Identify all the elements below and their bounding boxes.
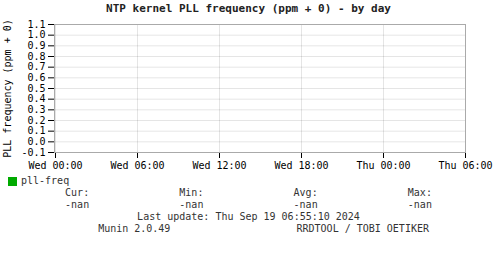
html-text:pll-freq: pll-freq (21, 175, 70, 186)
svg-text:Wed 12:00: Wed 12:00 (192, 160, 246, 171)
svg-text:Wed 00:00: Wed 00:00 (28, 160, 82, 171)
svg-text:0.0: 0.0 (27, 136, 45, 147)
html-text:-nan: -nan (179, 199, 204, 210)
svg-text:0.9: 0.9 (27, 40, 45, 51)
svg-text:1.0: 1.0 (27, 29, 45, 40)
svg-text:PLL frequency (ppm + 0): PLL frequency (ppm + 0) (2, 19, 13, 157)
html-text:Last update: Thu Sep 19 06:55:: Last update: Thu Sep 19 06:55:10 2024 (137, 211, 360, 222)
html-text:Cur:: Cur: (65, 187, 90, 198)
svg-text:0.6: 0.6 (27, 72, 45, 83)
html-text:Avg:: Avg: (293, 187, 318, 198)
svg-text:0.3: 0.3 (27, 104, 45, 115)
svg-text:0.7: 0.7 (27, 61, 45, 72)
html-text:RRDTOOL / TOBI OETIKER: RRDTOOL / TOBI OETIKER (296, 223, 429, 234)
html-text:-nan: -nan (407, 199, 432, 210)
html-text:Munin 2.0.49: Munin 2.0.49 (98, 223, 171, 234)
svg-text:Thu 06:00: Thu 06:00 (438, 160, 492, 171)
svg-text:0.2: 0.2 (27, 115, 45, 126)
svg-text:Wed 18:00: Wed 18:00 (274, 160, 328, 171)
svg-text:-0.1: -0.1 (21, 147, 45, 158)
html-text:Min:: Min: (179, 187, 204, 198)
svg-text:0.4: 0.4 (27, 93, 45, 104)
html-text:Max:: Max: (407, 187, 432, 198)
svg-text:Thu 00:00: Thu 00:00 (356, 160, 410, 171)
html-text:-nan: -nan (65, 199, 90, 210)
svg-text:0.5: 0.5 (27, 83, 45, 94)
svg-text:0.8: 0.8 (27, 51, 45, 62)
html-text:-nan: -nan (293, 199, 318, 210)
html-text:NTP kernel PLL frequency (ppm: NTP kernel PLL frequency (ppm + 0) - by … (106, 2, 391, 15)
svg-text:Wed 06:00: Wed 06:00 (110, 160, 164, 171)
svg-text:0.1: 0.1 (27, 125, 45, 136)
svg-text:1.1: 1.1 (27, 19, 45, 30)
